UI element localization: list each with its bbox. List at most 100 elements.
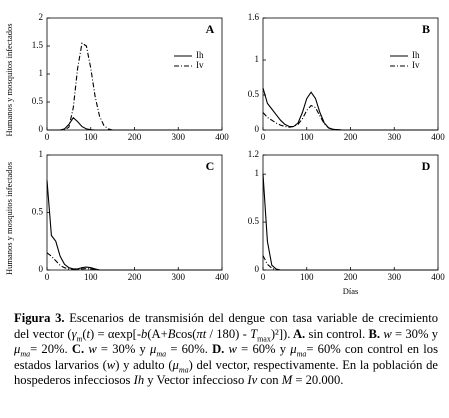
y-tick-label: 0.5	[248, 89, 260, 99]
x-tick-label: 400	[215, 272, 229, 282]
caption-text: = 30% y	[391, 326, 438, 341]
caption-text: max	[257, 334, 271, 344]
caption-text: w	[228, 342, 237, 356]
caption-text: (A+	[147, 326, 168, 341]
panel-label: B	[422, 22, 430, 36]
caption-text: πt	[196, 326, 207, 341]
caption-text: Ih	[133, 373, 145, 387]
x-axis-label: Días	[343, 286, 359, 296]
series-line	[46, 252, 222, 271]
caption-text: M	[281, 373, 293, 387]
caption-text: = 60% con control en los estados larvari…	[14, 342, 438, 372]
x-tick-label: 300	[172, 272, 186, 282]
caption-text: w	[383, 326, 392, 341]
y-tick-label: 0.5	[32, 96, 44, 106]
y-tick-label: 0.5	[32, 207, 44, 217]
legend-label: Iv	[412, 60, 420, 70]
x-tick-label: 300	[388, 272, 402, 282]
caption-text: sin control.	[305, 326, 366, 341]
x-tick-label: 200	[344, 132, 358, 142]
caption-text: = 20.000.	[292, 373, 344, 387]
plot-frame	[46, 17, 223, 131]
x-tick-label: 0	[45, 272, 50, 282]
x-tick-label: 300	[388, 132, 402, 142]
y-axis-label: Humanos y mosquitos infectados	[4, 162, 14, 275]
caption-text: D.	[207, 342, 225, 356]
caption-text: y Vector infeccioso	[144, 373, 248, 387]
panel-label: A	[206, 22, 215, 36]
caption-text: ma	[296, 349, 307, 359]
caption-text: μ	[290, 342, 297, 356]
series-line	[46, 180, 222, 271]
caption-text: cos(	[175, 326, 197, 341]
y-tick-label: 1.5	[32, 40, 44, 50]
x-tick-label: 400	[431, 132, 445, 142]
y-axis-label: Humanos y mosquitos infectados	[4, 23, 14, 136]
y-tick-label: 1	[255, 168, 260, 178]
caption-text: w	[106, 357, 116, 372]
series-line	[47, 42, 222, 131]
x-tick-label: 400	[215, 132, 229, 142]
caption-text: ma	[178, 365, 189, 375]
caption-text: = 20%.	[30, 342, 68, 356]
y-tick-label: 2	[39, 12, 44, 22]
series-line	[262, 104, 438, 131]
caption-text: B	[167, 326, 176, 341]
caption-text: ) del vector, respectivamente. En la pob…	[14, 357, 438, 388]
plot-frame	[262, 154, 439, 271]
caption-text: = 60% y	[236, 342, 291, 356]
caption-text: w	[88, 342, 97, 356]
series-line	[262, 174, 438, 271]
caption-text: T	[250, 326, 258, 341]
caption-text: ma	[156, 349, 167, 359]
caption-text: Figura 3.	[14, 311, 65, 325]
panel-label: C	[206, 159, 215, 173]
caption-text: Escenarios de transmisión del dengue con…	[14, 311, 438, 341]
x-tick-label: 300	[172, 132, 186, 142]
caption-text: μ	[172, 357, 179, 372]
y-tick-label: 1.6	[248, 12, 260, 22]
x-tick-label: 100	[300, 272, 314, 282]
legend-label: Iv	[196, 60, 204, 70]
caption-text: m	[76, 334, 83, 344]
caption-text: / 180) -	[206, 326, 251, 341]
caption-text: (	[82, 326, 87, 341]
panel-label: D	[422, 159, 431, 173]
x-tick-label: 0	[261, 132, 266, 142]
x-tick-label: 100	[84, 272, 98, 282]
y-tick-label: 0	[39, 264, 44, 274]
caption-text: ) = αexp[-	[90, 326, 142, 341]
legend-label: Ih	[412, 50, 420, 60]
caption-text: B.	[365, 326, 381, 341]
caption-text: t	[86, 326, 91, 341]
x-tick-label: 200	[128, 132, 142, 142]
y-tick-label: 0	[255, 124, 260, 134]
caption-text: b	[141, 326, 148, 341]
caption-text: ) y adulto (	[115, 357, 173, 372]
series-line	[262, 255, 438, 271]
y-tick-label: 0.5	[248, 216, 260, 226]
caption-text: Iv	[247, 373, 258, 387]
caption-text: = 60%.	[166, 342, 208, 356]
caption-text: )²]).	[270, 326, 291, 341]
x-tick-label: 100	[300, 132, 314, 142]
x-tick-label: 200	[128, 272, 142, 282]
x-tick-label: 400	[431, 272, 445, 282]
caption-text: μ	[14, 342, 21, 356]
plot-frame	[262, 17, 439, 131]
y-tick-label: 1	[255, 54, 260, 64]
x-tick-label: 100	[84, 132, 98, 142]
caption-text: γ	[71, 326, 77, 341]
caption-text: C.	[67, 342, 85, 356]
x-tick-label: 0	[45, 132, 50, 142]
caption-text: con	[257, 373, 282, 387]
plot-frame	[46, 154, 223, 271]
x-tick-label: 0	[261, 272, 266, 282]
caption-text: μ	[150, 342, 157, 356]
y-tick-label: 1	[39, 68, 44, 78]
y-tick-label: 0	[39, 124, 44, 134]
legend-label: Ih	[196, 50, 204, 60]
y-tick-label: 0	[255, 264, 260, 274]
caption: Figura 3. Escenarios de transmisión del …	[14, 311, 438, 389]
